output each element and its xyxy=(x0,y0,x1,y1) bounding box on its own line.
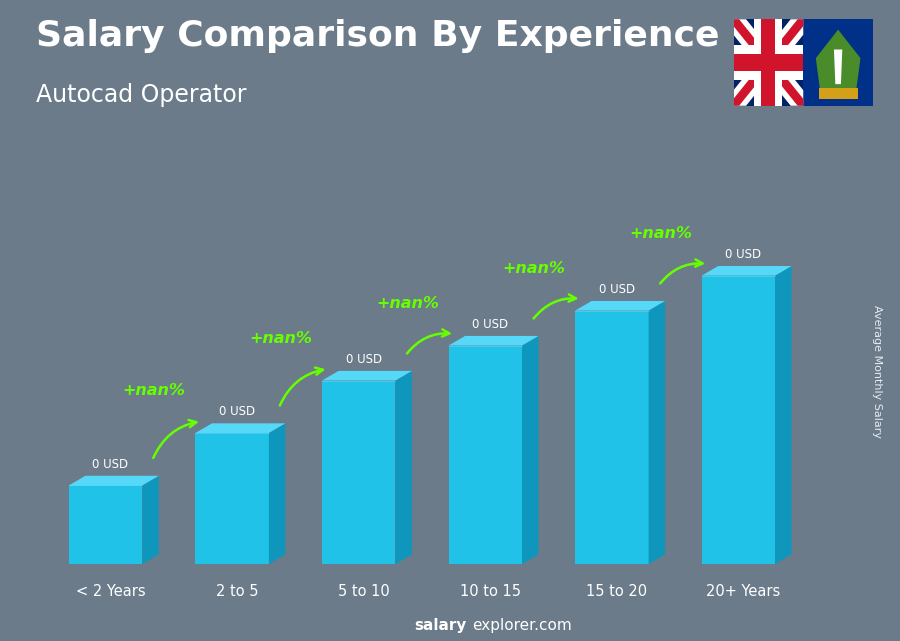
Text: +nan%: +nan% xyxy=(122,383,185,399)
Polygon shape xyxy=(575,311,649,564)
Polygon shape xyxy=(819,88,858,99)
FancyArrowPatch shape xyxy=(280,367,323,406)
Text: 0 USD: 0 USD xyxy=(598,283,634,296)
Text: 0 USD: 0 USD xyxy=(346,353,382,365)
Text: +nan%: +nan% xyxy=(376,296,439,311)
Text: Average Monthly Salary: Average Monthly Salary xyxy=(872,305,883,438)
FancyArrowPatch shape xyxy=(534,294,576,319)
Text: 0 USD: 0 USD xyxy=(219,405,256,418)
Polygon shape xyxy=(448,345,522,564)
Polygon shape xyxy=(142,476,158,564)
Text: +nan%: +nan% xyxy=(502,261,565,276)
Polygon shape xyxy=(195,423,285,433)
Text: < 2 Years: < 2 Years xyxy=(76,584,146,599)
Polygon shape xyxy=(734,45,803,79)
Text: 15 to 20: 15 to 20 xyxy=(586,584,647,599)
Polygon shape xyxy=(395,371,412,564)
Polygon shape xyxy=(761,19,776,106)
Polygon shape xyxy=(834,49,842,84)
Polygon shape xyxy=(448,336,538,345)
Polygon shape xyxy=(734,19,803,106)
Text: 5 to 10: 5 to 10 xyxy=(338,584,390,599)
Polygon shape xyxy=(734,19,803,106)
Polygon shape xyxy=(69,476,158,485)
Polygon shape xyxy=(69,485,142,564)
Text: Salary Comparison By Experience: Salary Comparison By Experience xyxy=(36,19,719,53)
Polygon shape xyxy=(734,19,803,106)
Polygon shape xyxy=(803,19,873,106)
Text: 0 USD: 0 USD xyxy=(472,318,508,331)
Polygon shape xyxy=(322,371,412,381)
Polygon shape xyxy=(734,19,803,106)
Polygon shape xyxy=(649,301,665,564)
Polygon shape xyxy=(734,19,803,106)
FancyArrowPatch shape xyxy=(407,329,449,353)
FancyArrowPatch shape xyxy=(153,420,196,458)
Polygon shape xyxy=(775,266,792,564)
FancyArrowPatch shape xyxy=(660,260,703,283)
Text: +nan%: +nan% xyxy=(629,226,692,241)
Text: 2 to 5: 2 to 5 xyxy=(216,584,258,599)
Polygon shape xyxy=(522,336,538,564)
Text: explorer.com: explorer.com xyxy=(472,619,572,633)
Polygon shape xyxy=(734,54,803,71)
Polygon shape xyxy=(815,29,860,96)
Polygon shape xyxy=(734,19,873,106)
Text: +nan%: +nan% xyxy=(249,331,312,346)
Text: 10 to 15: 10 to 15 xyxy=(460,584,521,599)
Text: 20+ Years: 20+ Years xyxy=(706,584,780,599)
Text: 0 USD: 0 USD xyxy=(725,248,761,261)
Polygon shape xyxy=(702,266,792,276)
Polygon shape xyxy=(754,19,782,106)
Polygon shape xyxy=(702,276,775,564)
Polygon shape xyxy=(269,423,285,564)
Text: Autocad Operator: Autocad Operator xyxy=(36,83,247,107)
Text: 0 USD: 0 USD xyxy=(93,458,129,470)
Polygon shape xyxy=(195,433,269,564)
Text: salary: salary xyxy=(414,619,466,633)
Polygon shape xyxy=(575,301,665,311)
Polygon shape xyxy=(322,381,395,564)
